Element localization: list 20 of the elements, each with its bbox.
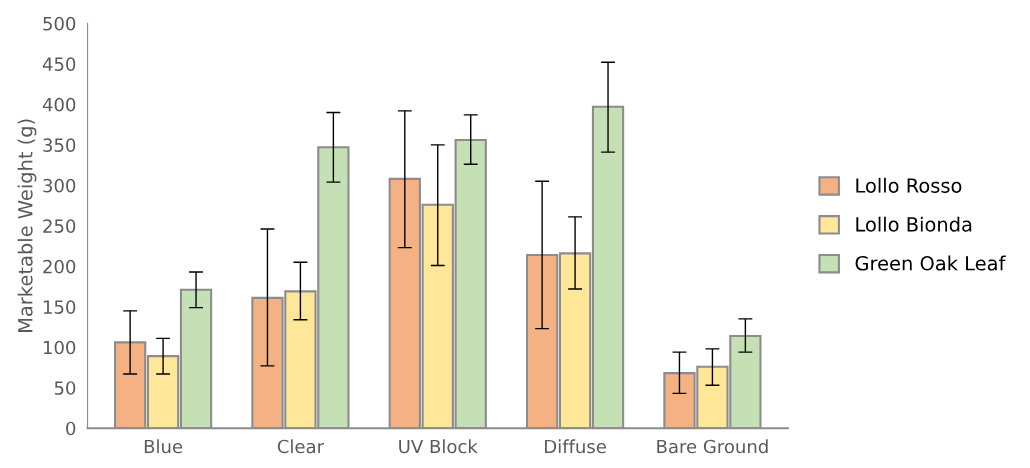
y-tick-label: 100 — [43, 340, 76, 355]
x-tick-label: Bare Ground — [657, 439, 768, 454]
y-tick-label: 150 — [43, 300, 76, 314]
y-tick-label: 0 — [66, 421, 76, 436]
legend-label: Lollo Rosso — [856, 177, 962, 193]
y-tick-label: 50 — [54, 381, 76, 395]
y-axis-title: Marketable Weight (g) — [17, 119, 37, 332]
y-tick-label: 500 — [43, 16, 76, 31]
legend-label: Lollo Bionda — [856, 216, 972, 232]
y-tick-label: 450 — [42, 57, 76, 71]
y-tick-label: 200 — [43, 259, 76, 274]
x-tick-label: Clear — [277, 439, 325, 454]
y-tick-label: 350 — [43, 138, 76, 152]
y-tick-label: 250 — [43, 219, 76, 233]
x-tick-label: Diffuse — [545, 439, 606, 454]
x-tick-label: Blue — [144, 439, 183, 454]
legend-label: Green Oak Leaf — [855, 255, 1006, 271]
x-tick-label: UV Block — [399, 439, 478, 454]
y-tick-label: 300 — [43, 178, 76, 193]
y-tick-label: 400 — [42, 97, 76, 112]
